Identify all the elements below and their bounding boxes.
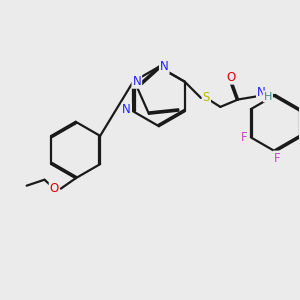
Text: F: F: [241, 131, 247, 144]
Text: N: N: [160, 60, 169, 73]
Text: H: H: [264, 92, 272, 101]
Text: N: N: [122, 103, 131, 116]
Text: N: N: [133, 75, 141, 88]
Text: S: S: [203, 92, 210, 104]
Text: O: O: [226, 71, 236, 84]
Text: N: N: [257, 86, 266, 99]
Text: O: O: [50, 182, 59, 195]
Text: F: F: [274, 152, 280, 164]
